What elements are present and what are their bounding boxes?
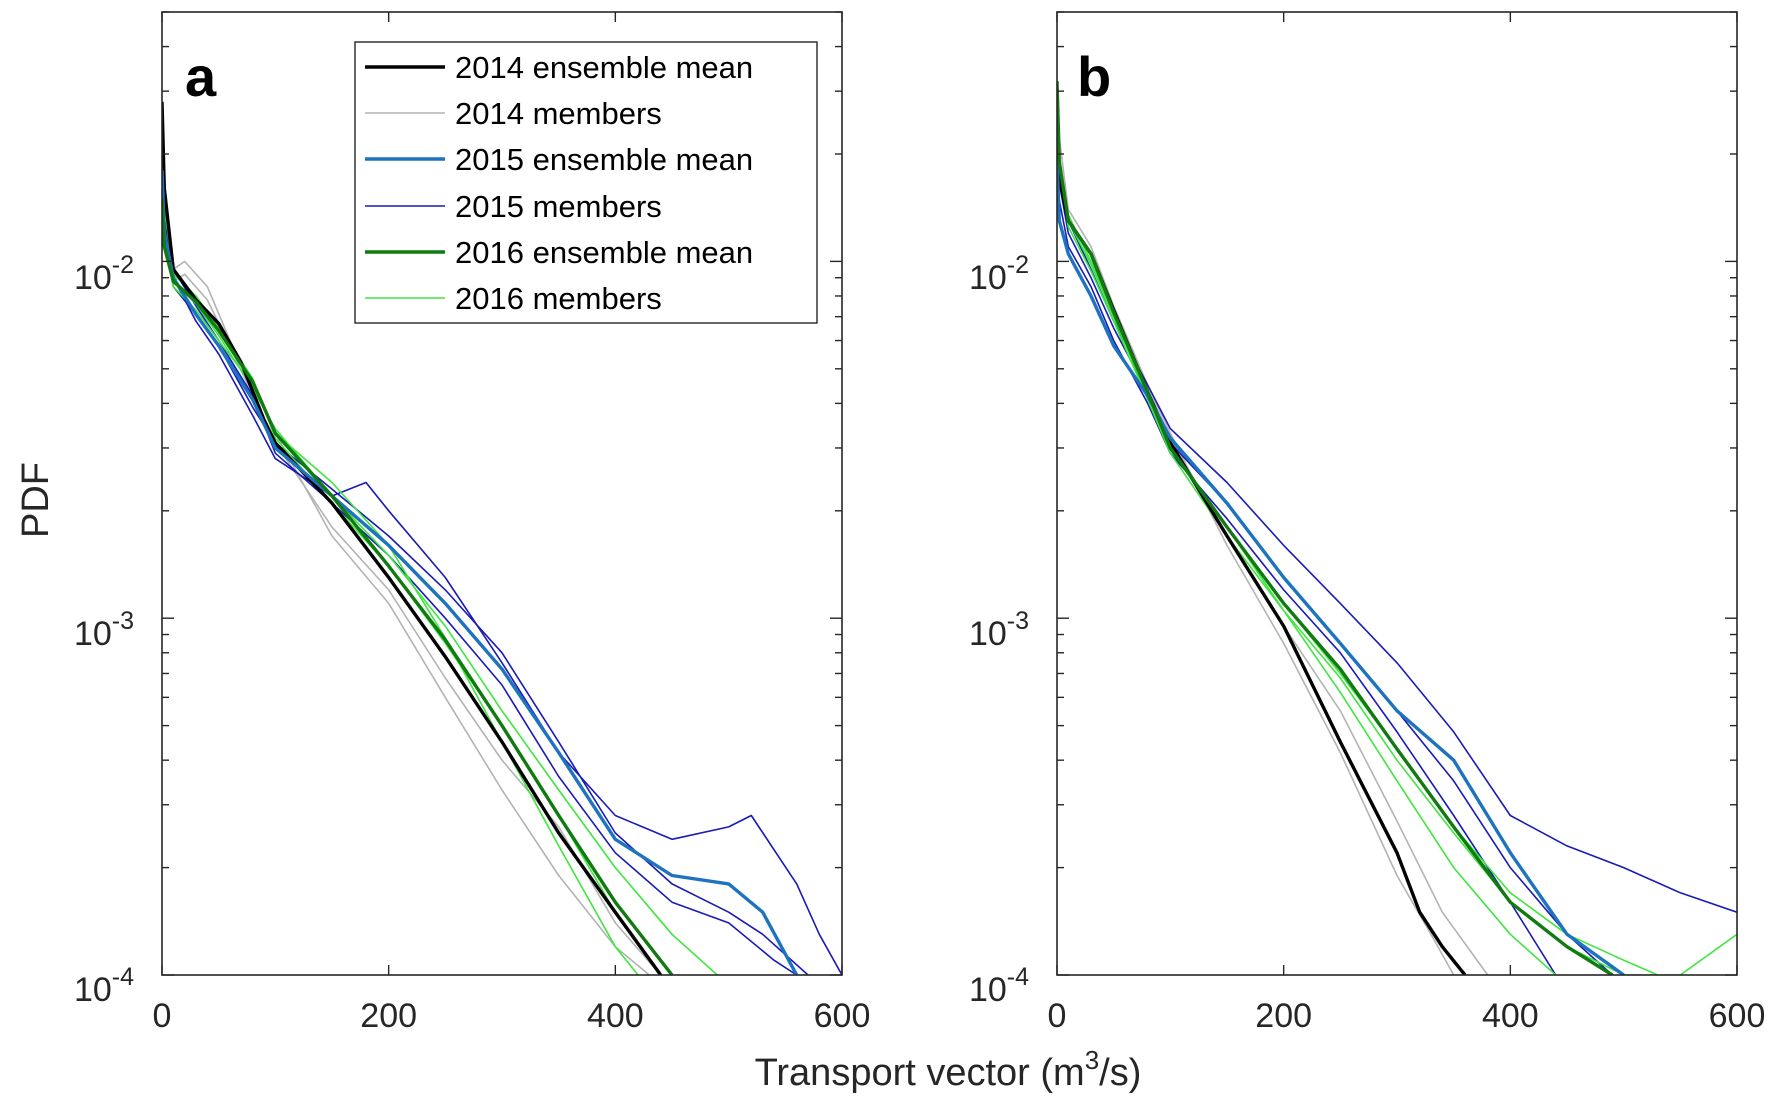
legend: 2014 ensemble mean 2014 members 2015 ens… [354, 41, 818, 324]
panel-b-line-2016-members-2 [1057, 161, 1737, 975]
legend-label-2016-members: 2016 members [455, 281, 662, 316]
panel-b-label: b [1077, 45, 1111, 108]
panel-a-axes-box [161, 11, 843, 976]
legend-label-2014-members: 2014 members [455, 96, 662, 131]
panel-b-axes-box [1056, 11, 1738, 976]
panel-a-x-tick-200: 200 [360, 997, 417, 1035]
panel-b-y-tick-1e-3: 10-3 [969, 607, 1029, 653]
panel-a-y-tick-1e-2: 10-2 [74, 251, 134, 297]
panel-b-x-tick-600: 600 [1709, 997, 1766, 1035]
panel-a-line-2015-members-1 [162, 198, 842, 975]
panel-a-line-2016-members-3 [162, 232, 639, 975]
panel-a-line-2016-ensemble-mean-1 [162, 198, 674, 975]
panel-a-line-2015-ensemble-mean-1 [162, 170, 799, 975]
panel-b: 0 200 400 600 10-2 10-3 10-4 b [969, 11, 1766, 1035]
legend-label-2016-mean: 2016 ensemble mean [455, 235, 753, 270]
panel-a-x-tick-600: 600 [814, 997, 871, 1035]
legend-box [354, 41, 818, 324]
legend-label-2014-mean: 2014 ensemble mean [455, 50, 753, 85]
y-axis-title: PDF [15, 462, 57, 538]
panel-a-series [162, 101, 842, 975]
panel-a-ticks [161, 11, 843, 976]
panel-b-x-tick-0: 0 [1048, 997, 1067, 1035]
panel-b-line-2015-members-3 [1057, 188, 1557, 975]
panel-a-line-2015-members-2 [162, 161, 798, 975]
panel-a: 0 200 400 600 10-2 10-3 10-4 a 2014 ense… [74, 11, 871, 1035]
legend-label-2015-mean: 2015 ensemble mean [455, 142, 753, 177]
legend-label-2015-members: 2015 members [455, 189, 662, 224]
panel-b-ticks [1056, 11, 1738, 976]
panel-a-y-tick-1e-4: 10-4 [74, 963, 134, 1009]
panel-b-y-tick-1e-2: 10-2 [969, 251, 1029, 297]
panel-b-series [1057, 81, 1737, 975]
panel-a-x-tick-400: 400 [587, 997, 644, 1035]
panel-a-line-2014-ensemble-mean-1 [162, 101, 663, 975]
panel-b-x-tick-400: 400 [1482, 997, 1539, 1035]
panel-b-line-2016-ensemble-mean-1 [1057, 81, 1614, 975]
panel-b-y-tick-1e-4: 10-4 [969, 963, 1029, 1009]
x-axis-title: Transport vector (m3/s) [755, 1045, 1142, 1094]
panel-a-label: a [185, 45, 217, 108]
panel-b-x-tick-200: 200 [1255, 997, 1312, 1035]
panel-a-x-tick-0: 0 [153, 997, 172, 1035]
panel-a-y-tick-1e-3: 10-3 [74, 607, 134, 653]
panel-b-line-2015-ensemble-mean-1 [1057, 161, 1625, 975]
